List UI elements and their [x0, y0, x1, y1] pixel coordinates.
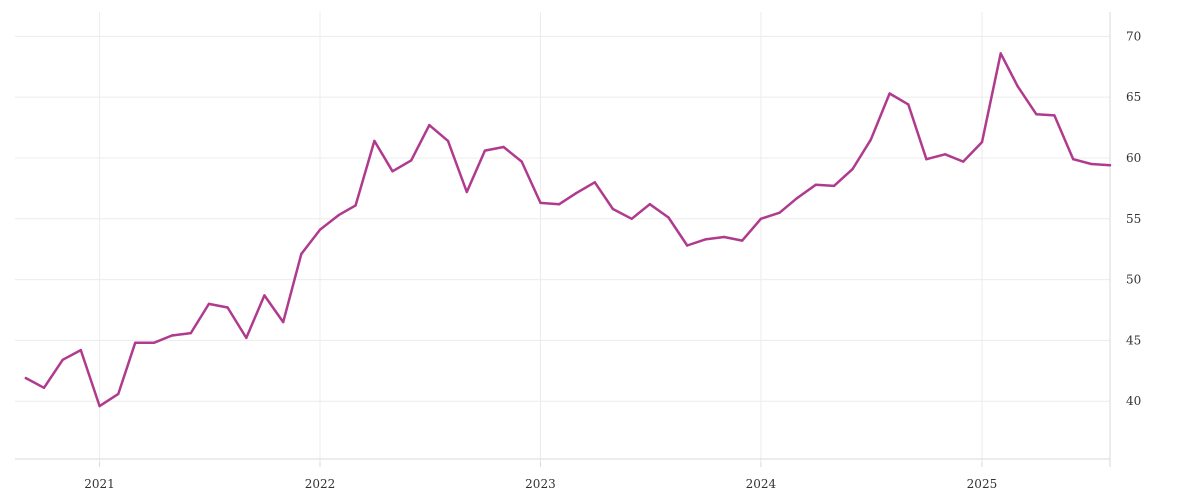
series-line-0 — [24, 52, 1112, 408]
x-axis-tick-labels: 2021 2022 2023 2024 2025 — [84, 477, 997, 491]
data-point — [1035, 113, 1038, 116]
y-tick-label: 65 — [1126, 90, 1141, 104]
data-point — [152, 341, 156, 344]
x-tick-label: 2025 — [967, 477, 998, 491]
y-tick-label: 60 — [1126, 151, 1141, 165]
data-point — [593, 181, 596, 184]
data-point — [502, 145, 505, 149]
data-point — [318, 228, 322, 231]
x-tick-label: 2021 — [84, 477, 115, 491]
data-point — [925, 158, 928, 161]
data-point — [1090, 162, 1093, 166]
data-point — [79, 348, 83, 352]
axes — [15, 12, 1111, 467]
data-point — [245, 336, 248, 340]
data-point — [1072, 158, 1075, 161]
data-point — [391, 170, 394, 173]
y-tick-label: 50 — [1126, 273, 1141, 287]
data-point — [851, 167, 854, 171]
data-point — [61, 358, 64, 361]
data-point — [722, 235, 726, 239]
y-tick-label: 45 — [1126, 333, 1141, 347]
data-point — [667, 216, 670, 219]
data-point — [814, 183, 818, 186]
data-point — [373, 139, 376, 143]
x-tick-label: 2022 — [305, 477, 336, 491]
data-point — [869, 138, 872, 141]
data-point — [42, 386, 46, 389]
y-tick-label: 70 — [1126, 29, 1141, 43]
data-point — [741, 239, 744, 242]
data-point — [832, 184, 836, 188]
data-point — [539, 201, 542, 205]
data-point — [648, 203, 651, 206]
data-point — [778, 211, 781, 214]
data-point — [704, 238, 707, 241]
data-point — [170, 334, 174, 337]
data-point — [117, 392, 120, 396]
data-point — [558, 203, 561, 206]
data-point — [962, 160, 965, 163]
data-point — [410, 159, 413, 162]
x-tick-label: 2023 — [525, 477, 556, 491]
data-point — [226, 306, 229, 309]
data-point — [98, 404, 101, 408]
data-point — [134, 341, 137, 344]
data-point — [24, 376, 28, 380]
data-point — [980, 140, 984, 144]
data-point — [795, 196, 799, 200]
data-point — [1016, 85, 1019, 88]
data-point — [630, 217, 633, 220]
data-point — [465, 190, 468, 194]
data-point — [189, 331, 192, 335]
data-point — [1053, 114, 1056, 117]
grid — [15, 12, 1110, 462]
data-point — [999, 52, 1002, 55]
data-point — [943, 153, 947, 156]
series — [24, 52, 1112, 408]
data-point — [207, 302, 211, 306]
data-point — [759, 217, 763, 220]
data-point — [446, 139, 450, 143]
data-point — [428, 123, 431, 127]
data-point — [263, 294, 266, 297]
y-axis-tick-labels: 40 45 50 55 60 65 70 — [1126, 29, 1141, 408]
y-tick-label: 55 — [1126, 212, 1141, 226]
data-point — [282, 320, 285, 324]
data-point — [611, 207, 615, 211]
data-point — [686, 244, 689, 247]
data-point — [907, 103, 910, 106]
data-point — [1108, 164, 1112, 167]
data-point — [520, 160, 523, 163]
data-point — [337, 213, 340, 217]
data-point — [888, 92, 891, 95]
data-point — [574, 192, 578, 195]
y-tick-label: 40 — [1126, 394, 1141, 408]
data-point — [354, 204, 357, 207]
x-tick-label: 2024 — [746, 477, 777, 491]
data-point — [483, 149, 487, 152]
data-point — [300, 252, 303, 256]
